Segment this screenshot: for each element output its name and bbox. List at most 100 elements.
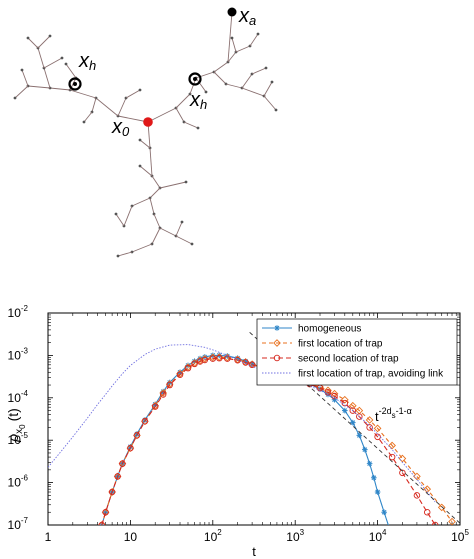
- tree-edge: [195, 77, 207, 93]
- trap-node-right: [193, 77, 197, 81]
- data-point: [399, 469, 406, 477]
- tree-edge: [115, 213, 125, 227]
- tree-node: [274, 108, 278, 112]
- data-point: [366, 460, 373, 467]
- tree-edge: [43, 67, 51, 89]
- minor-ticks: [48, 313, 460, 525]
- tree-edge: [43, 57, 63, 69]
- data-point: [324, 386, 332, 395]
- tree-edge: [95, 97, 119, 117]
- x-tick-labels: 1 10 102 103 104 105: [45, 528, 470, 544]
- tree-edge: [235, 45, 251, 53]
- tree-edge: [183, 121, 199, 129]
- data-point: [141, 417, 149, 425]
- series-line: [249, 331, 460, 524]
- data-point: [331, 392, 338, 400]
- data-point: [448, 517, 456, 525]
- data-point: [362, 446, 368, 453]
- legend-entry: first location of trap, avoiding link: [298, 369, 444, 380]
- data-point: [365, 416, 374, 424]
- data-point: [356, 432, 363, 439]
- tree-edge: [123, 205, 133, 227]
- y-axis-label: ρx0(t): [5, 408, 27, 443]
- legend: homogeneous first location of trap second …: [256, 318, 458, 386]
- data-point: [356, 413, 363, 420]
- data-point: [340, 395, 349, 404]
- tree-edge: [91, 97, 97, 113]
- x-tick-label: 103: [286, 528, 304, 544]
- tree-node: [20, 68, 24, 72]
- data-point: [273, 339, 281, 347]
- series-line: [48, 344, 436, 503]
- tree-edge: [213, 61, 229, 73]
- y-tick-label: 10-5: [8, 431, 29, 447]
- tree-node: [196, 126, 200, 130]
- data-point: [381, 509, 387, 516]
- trap-marker-right: [188, 72, 202, 86]
- data-point: [209, 355, 217, 362]
- tree-edge: [225, 83, 243, 89]
- tree-edge: [175, 107, 185, 123]
- x-axis-label: t: [252, 544, 256, 559]
- data-point: [371, 474, 377, 481]
- tree-edge: [131, 243, 153, 253]
- data-point: [196, 358, 204, 365]
- tree-node: [64, 62, 68, 66]
- tree-edge: [175, 93, 191, 109]
- tree-edge: [263, 81, 273, 97]
- tree-edge: [37, 47, 45, 69]
- data-point: [348, 401, 357, 410]
- tree-node: [138, 138, 142, 142]
- tree-edge: [149, 187, 161, 199]
- node-labels: x0 xa xh xh: [78, 5, 256, 139]
- data-point: [151, 403, 159, 410]
- legend-box: [256, 318, 458, 386]
- x-tick-label: 104: [369, 528, 387, 544]
- y-tick-label: 10-6: [8, 474, 29, 490]
- data-point: [342, 407, 348, 414]
- data-point: [330, 389, 339, 398]
- tree-edge: [37, 35, 51, 49]
- tree-node: [180, 220, 184, 224]
- y-tick-label: 10-3: [8, 346, 29, 362]
- tree-edge: [147, 107, 177, 123]
- tree-diagram: [13, 7, 278, 258]
- data-point: [437, 503, 446, 512]
- tree-edge: [131, 197, 151, 207]
- data-point: [114, 473, 121, 480]
- data-point: [159, 391, 167, 398]
- chart: 1 10 102 103 104 105 10-7 10-6 10-5 10-4 10-3 10-2…: [5, 304, 469, 559]
- tree-edge: [227, 51, 237, 63]
- tree-edge: [21, 69, 29, 87]
- tree-node: [184, 180, 188, 184]
- legend-entry: homogeneous: [298, 324, 361, 335]
- x-tick-label: 105: [451, 528, 469, 544]
- data-point: [133, 432, 141, 439]
- tree-edge: [159, 227, 177, 237]
- major-ticks: [47, 312, 461, 526]
- tree-edge: [175, 221, 183, 237]
- data-point: [191, 360, 198, 368]
- data-point: [413, 472, 421, 481]
- data-point: [97, 521, 106, 525]
- tree-node: [26, 36, 30, 40]
- data-point: [324, 389, 332, 396]
- label-x0: x0: [111, 116, 130, 139]
- tree-node: [190, 242, 194, 246]
- tree-edge: [263, 95, 277, 111]
- x-tick-label: 102: [204, 528, 222, 544]
- data-point: [176, 371, 184, 378]
- tree-edge: [27, 37, 39, 49]
- data-point: [119, 460, 126, 467]
- data-point: [108, 488, 116, 496]
- tree-edge: [241, 73, 253, 89]
- tree-node: [116, 254, 120, 258]
- tree-node: [82, 120, 86, 124]
- tree-node: [204, 90, 208, 94]
- data-point: [423, 508, 431, 516]
- tree-edge: [125, 89, 141, 99]
- data-point: [373, 424, 382, 433]
- tree-edge: [139, 165, 153, 177]
- tree-node: [270, 80, 274, 84]
- tree-edge: [227, 11, 233, 63]
